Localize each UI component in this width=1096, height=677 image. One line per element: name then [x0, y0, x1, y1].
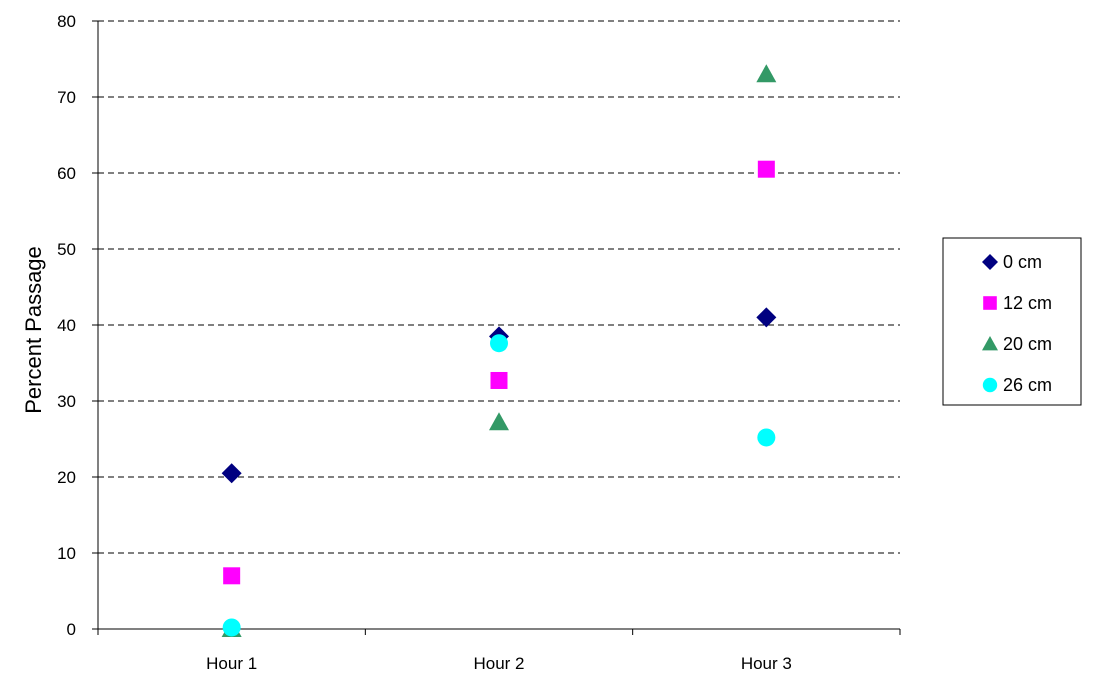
y-axis-title: Percent Passage [21, 246, 46, 414]
y-tick-labels: 0 10 20 30 40 50 60 70 80 [57, 12, 98, 639]
legend-label: 12 cm [1003, 293, 1052, 313]
y-tick-label: 60 [57, 164, 76, 183]
data-point-diamond [756, 307, 777, 328]
legend-label: 20 cm [1003, 334, 1052, 354]
data-point-circle [222, 618, 241, 637]
legend-label: 26 cm [1003, 375, 1052, 395]
grid-lines [98, 20, 900, 554]
data-point-diamond [221, 463, 242, 484]
data-point-triangle [489, 412, 509, 431]
legend-marker-square [983, 296, 997, 310]
legend-items: 0 cm 12 cm 20 cm 26 cm [982, 252, 1052, 395]
legend: 0 cm 12 cm 20 cm 26 cm [942, 237, 1082, 406]
y-tick-label: 10 [57, 544, 76, 563]
x-tick-label: Hour 2 [473, 654, 524, 673]
x-tick-labels: Hour 1 Hour 2 Hour 3 [97, 629, 901, 673]
x-tick-label: Hour 3 [741, 654, 792, 673]
data-point-square [757, 160, 775, 178]
data-point-triangle [756, 64, 777, 83]
y-tick-label: 50 [57, 240, 76, 259]
y-tick-label: 80 [57, 12, 76, 31]
data-point-square [223, 567, 241, 585]
legend-marker-diamond [982, 254, 998, 270]
y-tick-label: 40 [57, 316, 76, 335]
legend-marker-triangle [982, 336, 998, 351]
legend-label: 0 cm [1003, 252, 1042, 272]
data-point-square [490, 371, 508, 389]
data-point-circle [757, 428, 776, 447]
data-points [221, 64, 777, 637]
y-tick-label: 20 [57, 468, 76, 487]
legend-box [942, 237, 1082, 406]
x-tick-label: Hour 1 [206, 654, 257, 673]
legend-marker-circle [982, 377, 998, 393]
y-tick-label: 30 [57, 392, 76, 411]
y-tick-label: 70 [57, 88, 76, 107]
y-tick-label: 0 [67, 620, 76, 639]
data-point-circle [490, 334, 508, 353]
